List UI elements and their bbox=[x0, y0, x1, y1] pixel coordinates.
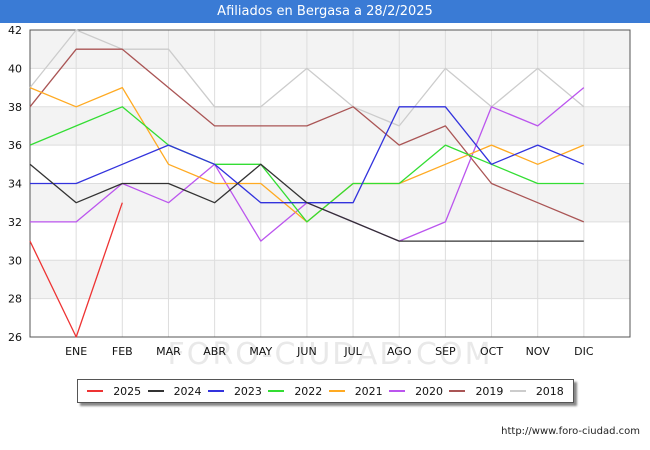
y-tick-label: 36 bbox=[8, 139, 22, 152]
legend-item-2018: 2018 bbox=[509, 384, 564, 398]
watermark: FORO-CIUDAD.COM bbox=[168, 337, 493, 372]
legend-item-2024: 2024 bbox=[147, 384, 202, 398]
plot-band bbox=[30, 106, 630, 146]
y-tick-label: 30 bbox=[8, 254, 22, 267]
chart-title: Afiliados en Bergasa a 28/2/2025 bbox=[0, 0, 650, 23]
series-line-2019 bbox=[29, 48, 585, 223]
legend-swatch bbox=[328, 390, 345, 392]
legend-item-2025: 2025 bbox=[87, 385, 141, 398]
legend-swatch bbox=[268, 390, 285, 392]
y-tick-label: 32 bbox=[8, 216, 22, 229]
y-tick-label: 40 bbox=[8, 62, 22, 75]
legend-item-2023: 2023 bbox=[207, 384, 262, 398]
legend-swatch bbox=[207, 390, 224, 392]
x-tick-label: FEB bbox=[112, 345, 133, 358]
legend-label: 2019 bbox=[475, 384, 504, 398]
x-tick-label: NOV bbox=[526, 345, 551, 358]
legend-item-2021: 2021 bbox=[328, 384, 383, 398]
legend-label: 2023 bbox=[233, 384, 262, 398]
x-tick-label: OCT bbox=[480, 345, 503, 358]
legend-label: 2020 bbox=[415, 384, 444, 398]
y-tick-labels: 26 28 30 32 34 36 38 40 42 bbox=[8, 24, 22, 344]
legend: 2025 2024 2023 2022 2021 2020 2019 2018 bbox=[77, 379, 574, 403]
y-tick-label: 34 bbox=[8, 178, 22, 191]
legend-swatch bbox=[389, 390, 406, 392]
legend-label: 2024 bbox=[173, 384, 202, 398]
legend-swatch bbox=[509, 390, 526, 392]
legend-item-2020: 2020 bbox=[389, 385, 443, 398]
legend-label: 2021 bbox=[354, 384, 383, 398]
x-tick-label: MAR bbox=[156, 345, 181, 358]
x-tick-label: SEP bbox=[435, 345, 456, 358]
source-credit: http://www.foro-ciudad.com bbox=[501, 426, 640, 437]
plot-band bbox=[30, 260, 630, 299]
y-tick-label: 26 bbox=[8, 331, 22, 344]
legend-item-2022: 2022 bbox=[268, 385, 322, 398]
series-line-2025 bbox=[29, 202, 123, 338]
x-tick-label: ENE bbox=[65, 345, 87, 358]
legend-swatch bbox=[147, 390, 164, 392]
x-tick-label: MAY bbox=[249, 345, 272, 358]
legend-item-2019: 2019 bbox=[449, 385, 503, 398]
series-lines bbox=[29, 29, 585, 338]
x-tick-label: DIC bbox=[574, 345, 594, 358]
legend-swatch bbox=[449, 390, 466, 392]
x-tick-label: AGO bbox=[387, 345, 412, 358]
y-tick-label: 28 bbox=[8, 293, 22, 306]
legend-label: 2018 bbox=[535, 384, 564, 398]
legend-swatch bbox=[87, 390, 104, 392]
y-tick-label: 38 bbox=[8, 101, 22, 114]
x-tick-label: JUN bbox=[296, 345, 317, 358]
x-tick-label: JUL bbox=[343, 345, 362, 358]
y-tick-label: 42 bbox=[8, 24, 22, 37]
series-line-2024 bbox=[29, 163, 584, 242]
x-tick-label: ABR bbox=[203, 345, 226, 358]
legend-label: 2022 bbox=[294, 384, 323, 398]
x-tick-labels: ENE FEB MAR ABR MAY JUN JUL AGO SEP OCT NOV DIC bbox=[65, 345, 594, 358]
legend-label: 2025 bbox=[113, 384, 142, 398]
